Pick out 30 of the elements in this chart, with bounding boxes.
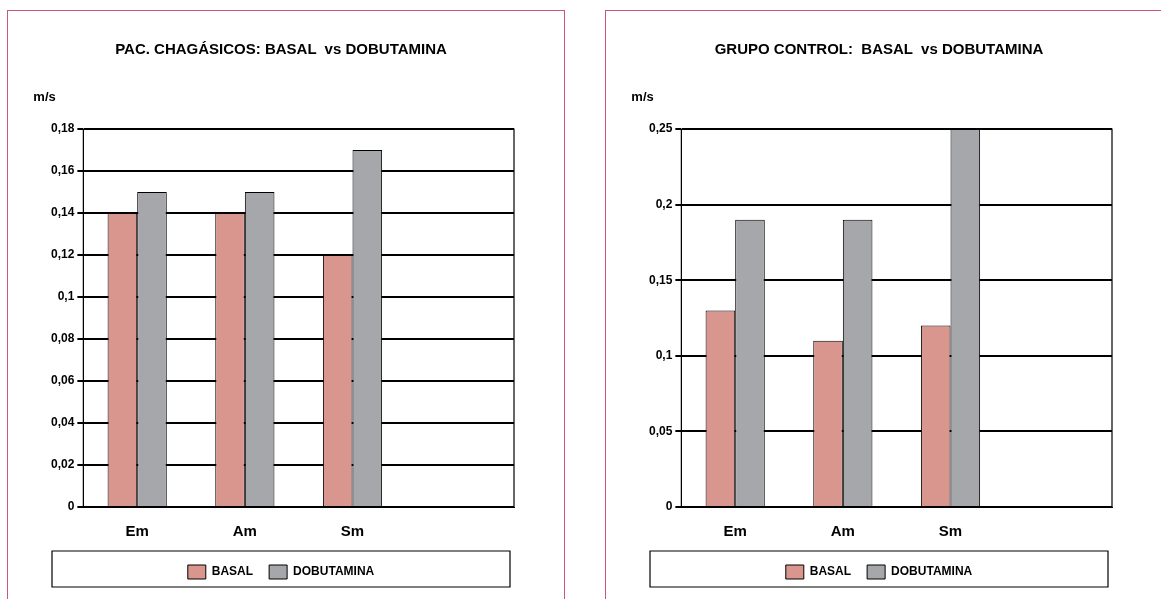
x-tick-label: Am	[232, 522, 257, 540]
y-tick-label: 0,1	[57, 289, 75, 304]
legend-label: BASAL	[809, 564, 852, 579]
y-tick-label: 0,2	[655, 196, 673, 211]
legend-label: DOBUTAMINA	[293, 564, 375, 579]
y-tick-label: 0,16	[51, 163, 75, 178]
y-axis-title: m/s	[33, 89, 56, 105]
x-tick-label: Sm	[938, 522, 963, 540]
x-tick-label: Em	[125, 522, 149, 540]
x-tick-label: Em	[723, 522, 747, 540]
chart-title: PAC. CHAGÁSICOS: BASAL vs DOBUTAMINA	[115, 40, 448, 58]
legend-label: BASAL	[211, 564, 254, 579]
y-tick-label: 0,02	[51, 457, 75, 472]
x-tick-label: Sm	[340, 522, 365, 540]
chart-title: GRUPO CONTROL: BASAL vs DOBUTAMINA	[714, 40, 1044, 58]
y-tick-label: 0,05	[649, 423, 673, 438]
y-tick-label: 0,12	[51, 247, 75, 262]
legend-label: DOBUTAMINA	[891, 564, 973, 579]
y-tick-label: 0,08	[51, 331, 75, 346]
y-tick-label: 0,15	[649, 272, 673, 287]
x-tick-label: Am	[830, 522, 855, 540]
y-tick-label: 0	[67, 499, 75, 514]
y-tick-label: 0,14	[51, 205, 75, 220]
y-tick-label: 0,1	[655, 348, 673, 363]
y-tick-label: 0,06	[51, 373, 75, 388]
y-tick-label: 0,18	[51, 121, 75, 136]
y-tick-label: 0	[665, 499, 673, 514]
y-axis-title: m/s	[631, 89, 654, 105]
y-tick-label: 0,25	[649, 121, 673, 136]
y-tick-label: 0,04	[51, 415, 75, 430]
